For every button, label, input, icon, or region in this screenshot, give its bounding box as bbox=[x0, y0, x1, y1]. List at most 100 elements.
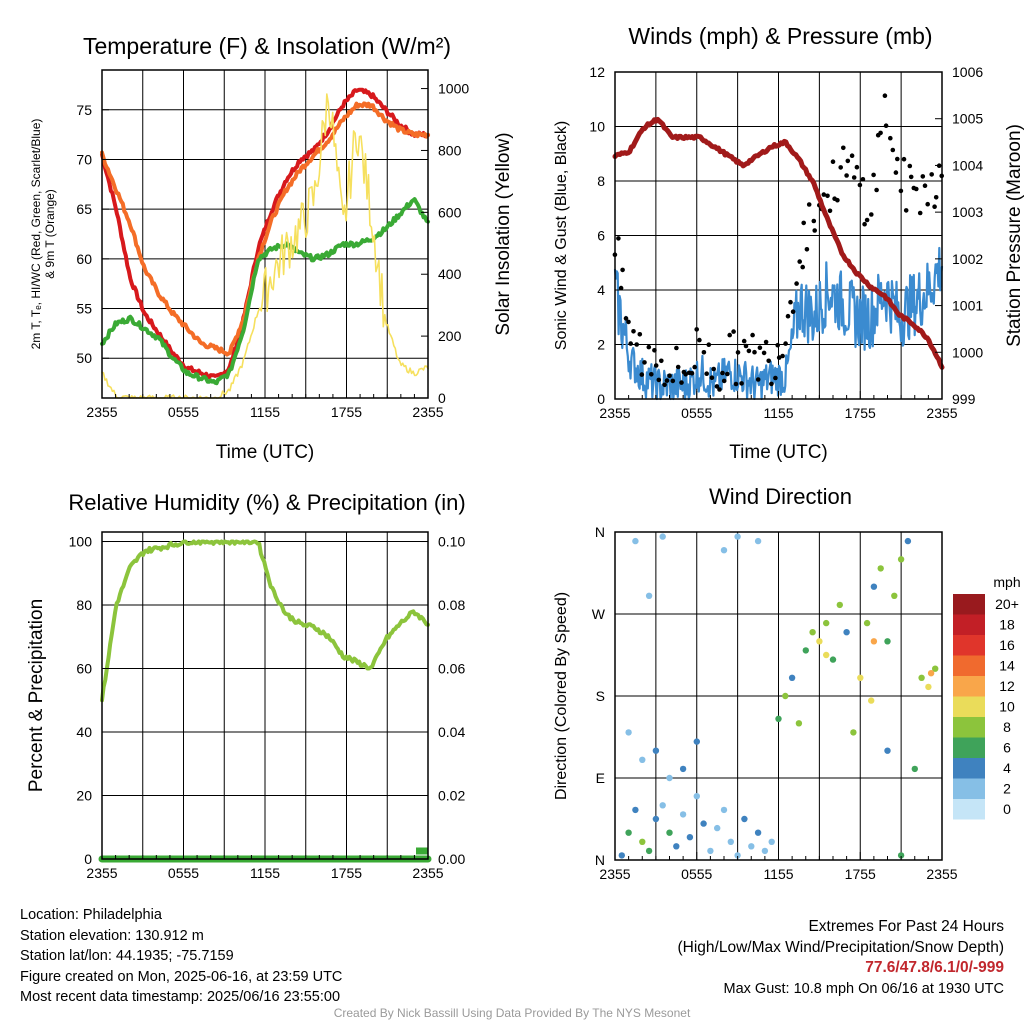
rh-y2tick-label: 0.10 bbox=[438, 534, 465, 550]
wind-gust-point bbox=[835, 197, 840, 203]
temp-ytick-label: 60 bbox=[76, 251, 92, 267]
wind-gust-point bbox=[741, 338, 747, 344]
wdir-point bbox=[897, 556, 905, 563]
wind-gust-point bbox=[882, 93, 888, 98]
wind-gust-point bbox=[780, 353, 785, 359]
wind-ytick-label: 10 bbox=[589, 119, 605, 135]
station-info: Location: Philadelphia Station elevation… bbox=[20, 905, 342, 1008]
wdir-point bbox=[891, 592, 898, 599]
wdir-legend-label: 12 bbox=[999, 678, 1015, 694]
wind-gust-point bbox=[841, 145, 846, 151]
location-text: Location: Philadelphia bbox=[20, 907, 162, 923]
wdir-xtick-label: 2355 bbox=[926, 866, 957, 882]
wdir-legend-label: 8 bbox=[1003, 719, 1011, 735]
temp-xtick-label: 1755 bbox=[331, 404, 362, 420]
wind-xtick-label: 2355 bbox=[926, 405, 957, 421]
temp-y2tick-label: 400 bbox=[438, 266, 462, 282]
wdir-point bbox=[652, 815, 660, 823]
wdir-point bbox=[693, 738, 700, 745]
wind-gust-point bbox=[675, 364, 681, 370]
rh-y2tick-label: 0.08 bbox=[438, 597, 465, 613]
wind-gust-point bbox=[763, 339, 769, 345]
wdir-xtick-label: 0555 bbox=[681, 866, 712, 882]
wdir-point bbox=[823, 619, 830, 627]
wind-gust-point bbox=[914, 186, 919, 192]
rh-ytick-label: 100 bbox=[69, 534, 93, 550]
wind-xtick-label: 1755 bbox=[845, 405, 876, 421]
wind-gust-point bbox=[746, 348, 752, 354]
wdir-legend-swatch bbox=[953, 758, 985, 779]
rh-y2tick-label: 0.06 bbox=[438, 661, 465, 677]
wdir-legend-swatch bbox=[953, 594, 985, 615]
temp-y2tick-label: 1000 bbox=[438, 81, 469, 97]
wdir-xtick-label: 1155 bbox=[763, 866, 793, 882]
wind-gust-point bbox=[721, 378, 727, 384]
wind-gust-point bbox=[652, 348, 657, 353]
wind-gust-point bbox=[670, 378, 676, 384]
wind-gust-point bbox=[709, 375, 715, 381]
temp-ytick-label: 50 bbox=[76, 350, 92, 366]
temp-ylabel-line1: 2m T, Tₑ, HI/WC (Red, Green, Scarlet/Blu… bbox=[29, 119, 43, 350]
wdir-legend-swatch bbox=[953, 655, 985, 676]
wind-gust-point bbox=[683, 372, 688, 377]
rh-ytick-label: 20 bbox=[76, 788, 92, 804]
wind-gust-point bbox=[701, 350, 707, 355]
recent-data-text: Most recent data timestamp: 2025/06/16 2… bbox=[20, 989, 341, 1005]
wind-gust-point bbox=[667, 373, 672, 379]
created-text: Figure created on Mon, 2025-06-16, at 23… bbox=[20, 968, 343, 985]
elevation-text: Station elevation: 130.912 m bbox=[20, 927, 204, 944]
wind-gust-point bbox=[631, 329, 636, 334]
wdir-point bbox=[659, 533, 666, 540]
wind-gust-point bbox=[620, 267, 625, 273]
wind-gust-point bbox=[898, 188, 904, 194]
rh-ytick-label: 60 bbox=[76, 661, 92, 677]
wind-gust-point bbox=[857, 182, 863, 188]
wdir-point bbox=[795, 720, 803, 727]
wind-gust-point bbox=[626, 319, 631, 325]
wind-y2tick-label: 1006 bbox=[952, 64, 983, 80]
wdir-point bbox=[679, 811, 687, 818]
wind-gust-point bbox=[821, 192, 827, 197]
wind-gust-point bbox=[893, 170, 899, 175]
wind-gust-point bbox=[845, 158, 851, 164]
wdir-point bbox=[850, 729, 857, 736]
wdir-point bbox=[645, 847, 653, 855]
temp-ylabel-line2: & 9m T (Orange) bbox=[43, 189, 57, 279]
wind-xtick-label: 2355 bbox=[599, 405, 630, 421]
wdir-legend-label: 2 bbox=[1003, 781, 1011, 797]
wind-gust-point bbox=[750, 332, 755, 338]
temp-xlabel: Time (UTC) bbox=[216, 442, 315, 463]
wdir-point bbox=[734, 852, 741, 859]
wind-gust-point bbox=[901, 156, 907, 162]
wind-xlabel: Time (UTC) bbox=[729, 442, 828, 463]
wind-gust-point bbox=[933, 195, 939, 200]
latlon-text: Station lat/lon: 44.1935; -75.7159 bbox=[20, 948, 234, 964]
wind-gust-point bbox=[694, 327, 699, 332]
wind-gust-point bbox=[616, 236, 621, 241]
wind-gust-point bbox=[664, 378, 670, 383]
rh-xtick-label: 2355 bbox=[86, 865, 117, 881]
rh-ytick-label: 40 bbox=[76, 724, 92, 740]
wdir-legend-label: 0 bbox=[1003, 801, 1011, 817]
wind-gust-point bbox=[907, 163, 913, 169]
wind-gust-point bbox=[689, 371, 695, 376]
wdir-point bbox=[625, 829, 632, 836]
rh-series-humidity bbox=[100, 539, 430, 703]
wind-gust-point bbox=[806, 202, 812, 207]
wind-gust-point bbox=[717, 387, 722, 392]
wind-gust-point bbox=[761, 350, 767, 356]
wind-gust-point bbox=[883, 123, 889, 128]
wdir-point bbox=[884, 638, 891, 645]
wdir-point bbox=[686, 834, 694, 841]
wind-gust-point bbox=[785, 313, 791, 319]
wdir-point bbox=[857, 674, 864, 681]
wind-gust-point bbox=[849, 153, 855, 158]
temp-xtick-label: 0555 bbox=[168, 404, 199, 420]
wind-gust-point bbox=[752, 349, 757, 355]
wind-gust-point bbox=[731, 329, 736, 334]
wind-gust-point bbox=[775, 342, 780, 348]
rh-y2tick-label: 0.00 bbox=[438, 851, 465, 867]
rh-xtick-label: 1155 bbox=[250, 865, 280, 881]
temp-xtick-label: 2355 bbox=[412, 404, 443, 420]
wind-gust-point bbox=[743, 343, 749, 349]
